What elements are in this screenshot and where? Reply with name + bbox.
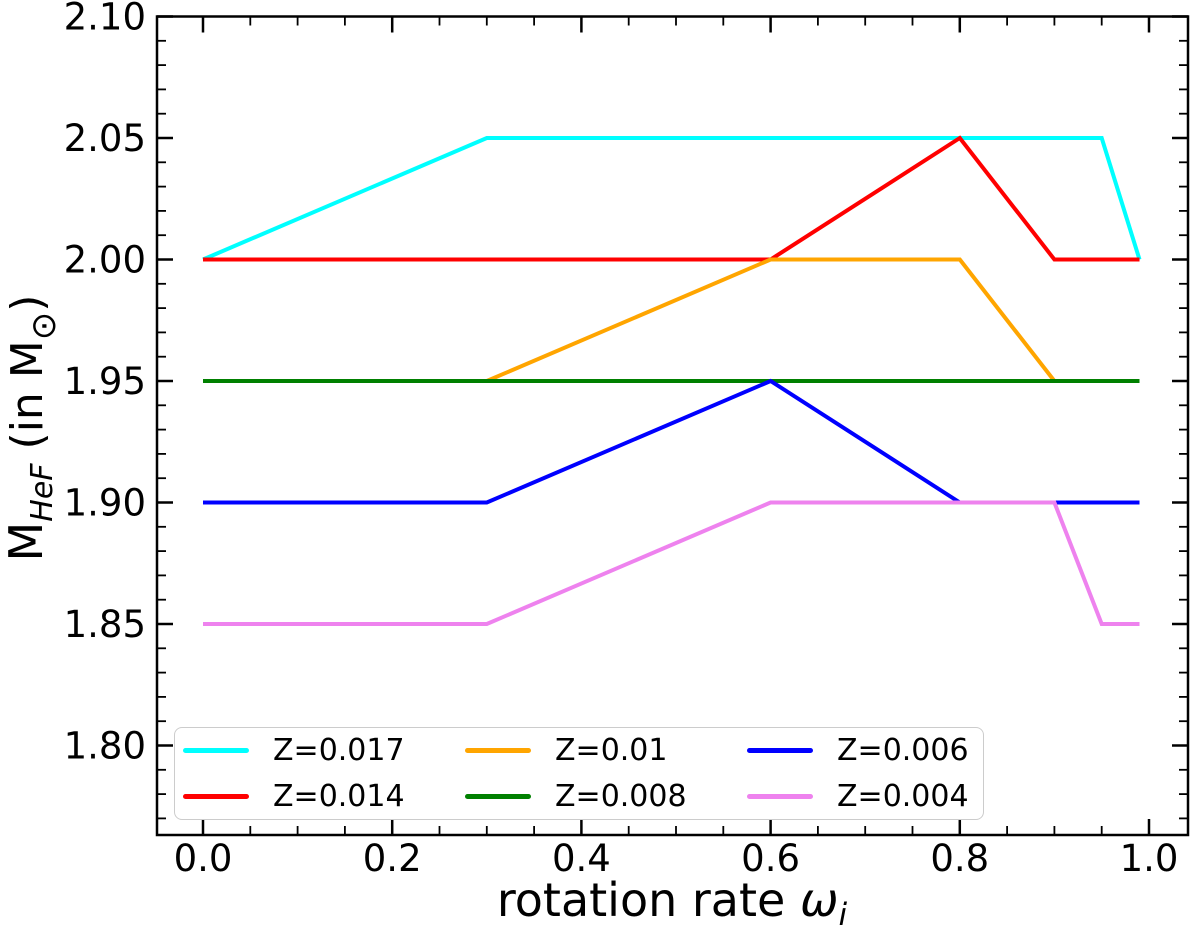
y-tick-label: 1.85: [64, 603, 146, 646]
legend-item: Z=0.006: [747, 728, 977, 774]
legend-label: Z=0.017: [273, 732, 405, 768]
legend: Z=0.017 Z=0.014 Z=0.01 Z=0.008 Z=0.006 Z=0.00…: [174, 727, 984, 820]
legend-label: Z=0.008: [555, 778, 687, 814]
legend-item: Z=0.004: [747, 774, 977, 820]
legend-label: Z=0.01: [555, 732, 668, 768]
x-tick-label: 0.6: [741, 837, 800, 880]
omega-symbol: ω: [800, 873, 839, 925]
legend-label: Z=0.006: [837, 732, 969, 768]
series-lines: [202, 135, 1142, 626]
series-line-z-0-017: [202, 136, 1142, 262]
legend-swatch: [183, 794, 249, 799]
y-tick-label: 2.00: [64, 239, 146, 282]
series-line-z-0-014: [203, 135, 1140, 262]
series-line-z-0-004: [203, 500, 1140, 626]
y-axis-label: MHeF (in M⊙): [0, 295, 64, 562]
y-tick-label: 1.90: [64, 482, 146, 525]
y-axis-label-close: ): [2, 295, 53, 312]
y-tick-label: 1.80: [64, 725, 146, 768]
y-axis-label-main: M: [0, 522, 53, 562]
x-axis-label-text: rotation rate: [497, 873, 800, 925]
legend-swatch: [465, 748, 531, 753]
series-line-z-0-01: [203, 257, 1140, 383]
x-tick-label: 0.8: [930, 837, 989, 880]
x-axis-label: rotation rate ωi: [497, 873, 848, 925]
legend-swatch: [183, 748, 249, 753]
tick-labels: 0.0 0.2 0.4 0.6 0.8 1.0 1.80 1.85 1.90 1.95 2.00 2.…: [64, 0, 1179, 880]
legend-swatch: [747, 748, 813, 753]
x-tick-label: 1.0: [1120, 837, 1179, 880]
legend-item: Z=0.014: [183, 774, 465, 820]
x-tick-label: 0.4: [552, 837, 611, 880]
legend-item: Z=0.01: [465, 728, 747, 774]
plot-frame: [155, 15, 1190, 837]
y-axis-label-mid: (in M: [2, 340, 53, 463]
omega-subscript: i: [838, 897, 847, 925]
y-tick-label: 2.05: [64, 117, 146, 160]
legend-item: Z=0.017: [183, 728, 465, 774]
y-tick-label: 1.95: [64, 360, 146, 403]
legend-swatch: [465, 794, 531, 799]
x-tick-label: 0.0: [174, 837, 233, 880]
x-tick-label: 0.2: [363, 837, 422, 880]
y-tick-label: 2.10: [64, 0, 146, 39]
minor-ticks: [157, 16, 1188, 835]
legend-item: Z=0.008: [465, 774, 747, 820]
legend-label: Z=0.004: [837, 778, 969, 814]
series-line-z-0-006: [203, 378, 1140, 505]
legend-label: Z=0.014: [273, 778, 405, 814]
y-axis-label-subscript: HeF: [25, 463, 60, 522]
legend-swatch: [747, 794, 813, 799]
sun-symbol: ⊙: [24, 312, 64, 341]
